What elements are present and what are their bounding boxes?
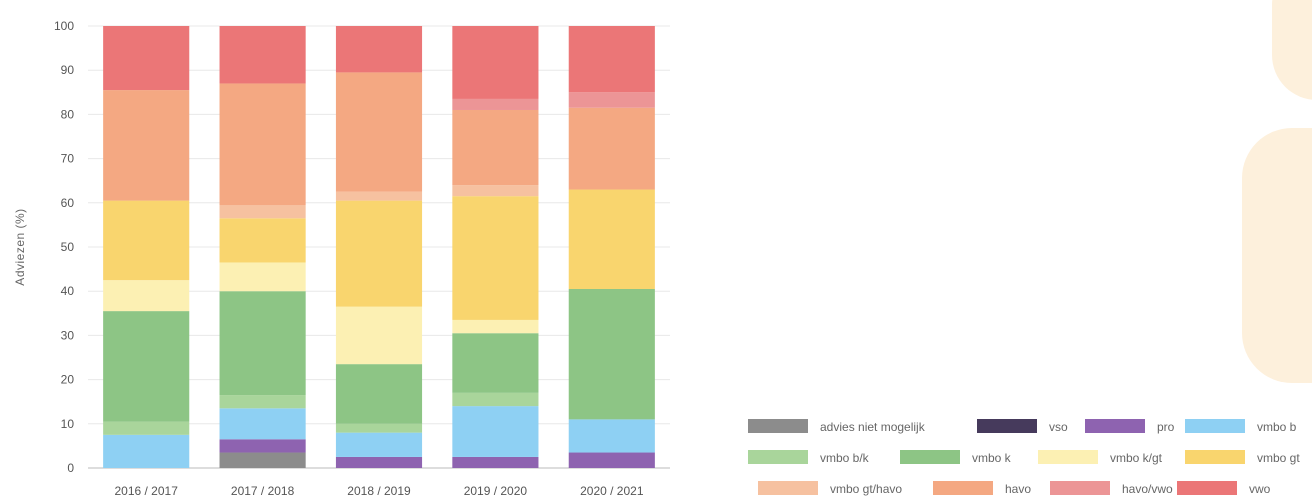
y-tick-label: 60 [61, 196, 75, 210]
y-tick-label: 10 [61, 417, 75, 431]
legend: advies niet mogelijk vso pro vmbo b vmbo b/k… [748, 419, 1300, 496]
legend-label: vso [1049, 420, 1068, 434]
y-tick-label: 50 [61, 240, 75, 254]
bar-segment [335, 423, 423, 433]
bar-segment [335, 456, 423, 468]
legend-label: vwo [1249, 482, 1271, 496]
y-tick-label: 0 [67, 461, 74, 475]
bar-segment [103, 434, 190, 468]
bar-segment [568, 288, 655, 420]
x-tick-label: 2017 / 2018 [231, 484, 295, 498]
bar-segment [452, 109, 539, 186]
legend-swatch [1177, 481, 1237, 495]
bar-segment [335, 432, 423, 457]
legend-swatch [1185, 450, 1245, 464]
bar-segment [219, 83, 306, 206]
bar-segment [452, 333, 539, 393]
bar-segment [335, 364, 423, 424]
bar-segment [568, 107, 655, 190]
bar-segment [452, 319, 539, 334]
bar-segment [103, 311, 190, 422]
bar-segment [568, 452, 655, 468]
bar-segment [103, 200, 190, 281]
legend-swatch [1038, 450, 1098, 464]
bars [103, 26, 655, 468]
bar-segment [219, 291, 306, 396]
bar-segment [335, 306, 423, 365]
legend-label: pro [1157, 420, 1175, 434]
legend-label: vmbo k [972, 451, 1012, 465]
bar-segment [452, 98, 539, 110]
bar-segment [219, 439, 306, 453]
legend-label: vmbo b/k [820, 451, 870, 465]
y-tick-label: 80 [61, 107, 75, 121]
x-tick-label: 2016 / 2017 [114, 484, 178, 498]
bar-segment [219, 395, 306, 409]
bar-segment [219, 205, 306, 219]
legend-label: vmbo k/gt [1110, 451, 1163, 465]
bar-segment [452, 456, 539, 468]
y-axis-ticks: 0 10 20 30 40 50 60 70 80 90 100 [54, 19, 74, 475]
legend-swatch [1085, 419, 1145, 433]
legend-swatch [977, 419, 1037, 433]
y-tick-label: 90 [61, 63, 75, 77]
bar-segment [103, 26, 190, 91]
legend-swatch [748, 450, 808, 464]
bar-segment [335, 72, 423, 192]
x-tick-label: 2018 / 2019 [347, 484, 411, 498]
bar-segment [568, 26, 655, 93]
legend-swatch [933, 481, 993, 495]
legend-swatch [1050, 481, 1110, 495]
legend-label: vmbo gt [1257, 451, 1300, 465]
bar-segment [103, 421, 190, 435]
bar-segment [568, 92, 655, 108]
legend-label: vmbo gt/havo [830, 482, 902, 496]
y-axis-label: Adviezen (%) [13, 208, 27, 285]
bar-segment [452, 185, 539, 197]
bar-segment [103, 280, 190, 312]
decorative-shape-middle [1242, 128, 1312, 383]
legend-label: havo [1005, 482, 1031, 496]
x-tick-label: 2020 / 2021 [580, 484, 644, 498]
bar-segment [219, 218, 306, 263]
y-tick-label: 100 [54, 19, 74, 33]
legend-swatch [758, 481, 818, 495]
bar-segment [335, 191, 423, 201]
bar-segment [452, 196, 539, 320]
bar-segment [219, 262, 306, 292]
legend-label: havo/vwo [1122, 482, 1173, 496]
y-tick-label: 70 [61, 152, 75, 166]
bar-segment [219, 408, 306, 440]
x-tick-label: 2019 / 2020 [464, 484, 528, 498]
y-tick-label: 40 [61, 284, 75, 298]
legend-swatch [900, 450, 960, 464]
bar-segment [103, 90, 190, 201]
legend-label: advies niet mogelijk [820, 420, 926, 434]
y-tick-label: 20 [61, 373, 75, 387]
bar-segment [335, 26, 423, 73]
legend-label: vmbo b [1257, 420, 1297, 434]
y-tick-label: 30 [61, 328, 75, 342]
bar-segment [568, 189, 655, 289]
bar-segment [568, 419, 655, 453]
legend-swatch [1185, 419, 1245, 433]
bar-segment [335, 200, 423, 307]
x-axis-ticks: 2016 / 2017 2017 / 2018 2018 / 2019 2019 / … [114, 484, 643, 498]
bar-segment [452, 406, 539, 457]
bar-segment [452, 392, 539, 407]
legend-swatch [748, 419, 808, 433]
bar-segment [452, 26, 539, 99]
bar-segment [219, 452, 306, 468]
bar-segment [219, 26, 306, 84]
